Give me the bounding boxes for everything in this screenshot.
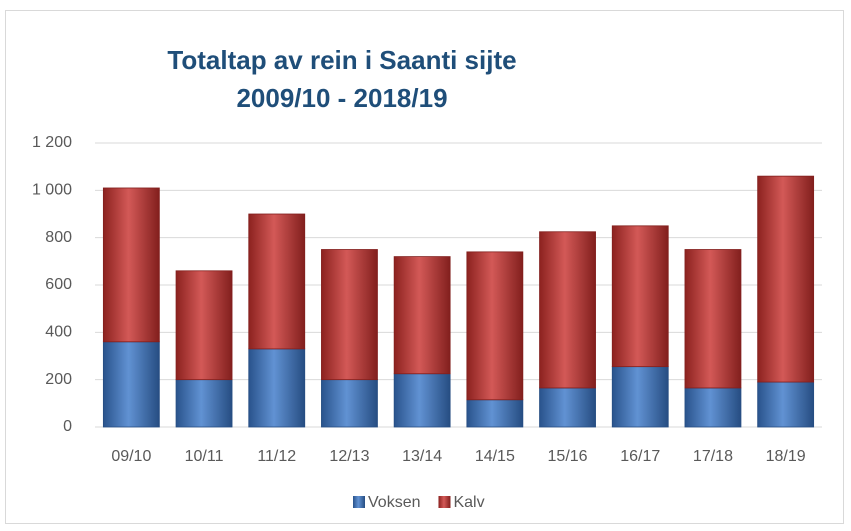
x-tick-label: 16/17	[620, 448, 660, 465]
x-tick-label: 18/19	[766, 448, 806, 465]
bar-segment	[611, 366, 669, 428]
y-tick-label: 600	[45, 276, 72, 293]
bar-segment	[102, 187, 160, 343]
y-tick-label: 1 000	[32, 182, 72, 199]
x-tick-label: 13/14	[402, 448, 442, 465]
bar-segment	[393, 256, 451, 375]
y-tick-label: 0	[63, 418, 72, 435]
x-tick-label: 17/18	[693, 448, 733, 465]
bar-segment	[539, 387, 596, 428]
bar-segment	[466, 251, 524, 401]
y-tick-label: 400	[45, 324, 72, 341]
bar-segment	[248, 348, 306, 428]
bar-segment	[611, 225, 669, 368]
bar-segment	[466, 399, 524, 428]
legend-swatch	[353, 496, 365, 508]
bar-segment	[684, 249, 742, 389]
legend-label: Voksen	[368, 494, 420, 511]
y-tick-label: 200	[45, 371, 72, 388]
y-tick-label: 1 200	[32, 134, 72, 151]
bar-segment	[393, 373, 451, 428]
x-tick-label: 11/12	[257, 448, 296, 465]
chart-title: Totaltap av rein i Saanti sijte	[167, 45, 516, 75]
bar-segment	[321, 249, 378, 381]
bar-segment	[539, 231, 596, 389]
bar-segment	[757, 381, 815, 428]
x-tick-label: 15/16	[548, 448, 588, 465]
bar-segment	[175, 379, 233, 428]
x-tick-label: 14/15	[475, 448, 515, 465]
legend-label: Kalv	[453, 494, 484, 511]
x-tick-label: 09/10	[111, 448, 151, 465]
y-tick-label: 800	[45, 229, 72, 246]
x-tick-label: 12/13	[329, 448, 369, 465]
bar-segment	[321, 379, 378, 428]
bar-segment	[248, 213, 306, 350]
bar-segment	[102, 341, 160, 428]
bar-segment	[757, 175, 815, 383]
chart-title: 2009/10 - 2018/19	[236, 83, 447, 113]
bar-segment	[684, 387, 742, 428]
x-tick-label: 10/11	[185, 448, 224, 465]
legend-swatch	[438, 496, 451, 508]
bar-segment	[175, 270, 233, 381]
